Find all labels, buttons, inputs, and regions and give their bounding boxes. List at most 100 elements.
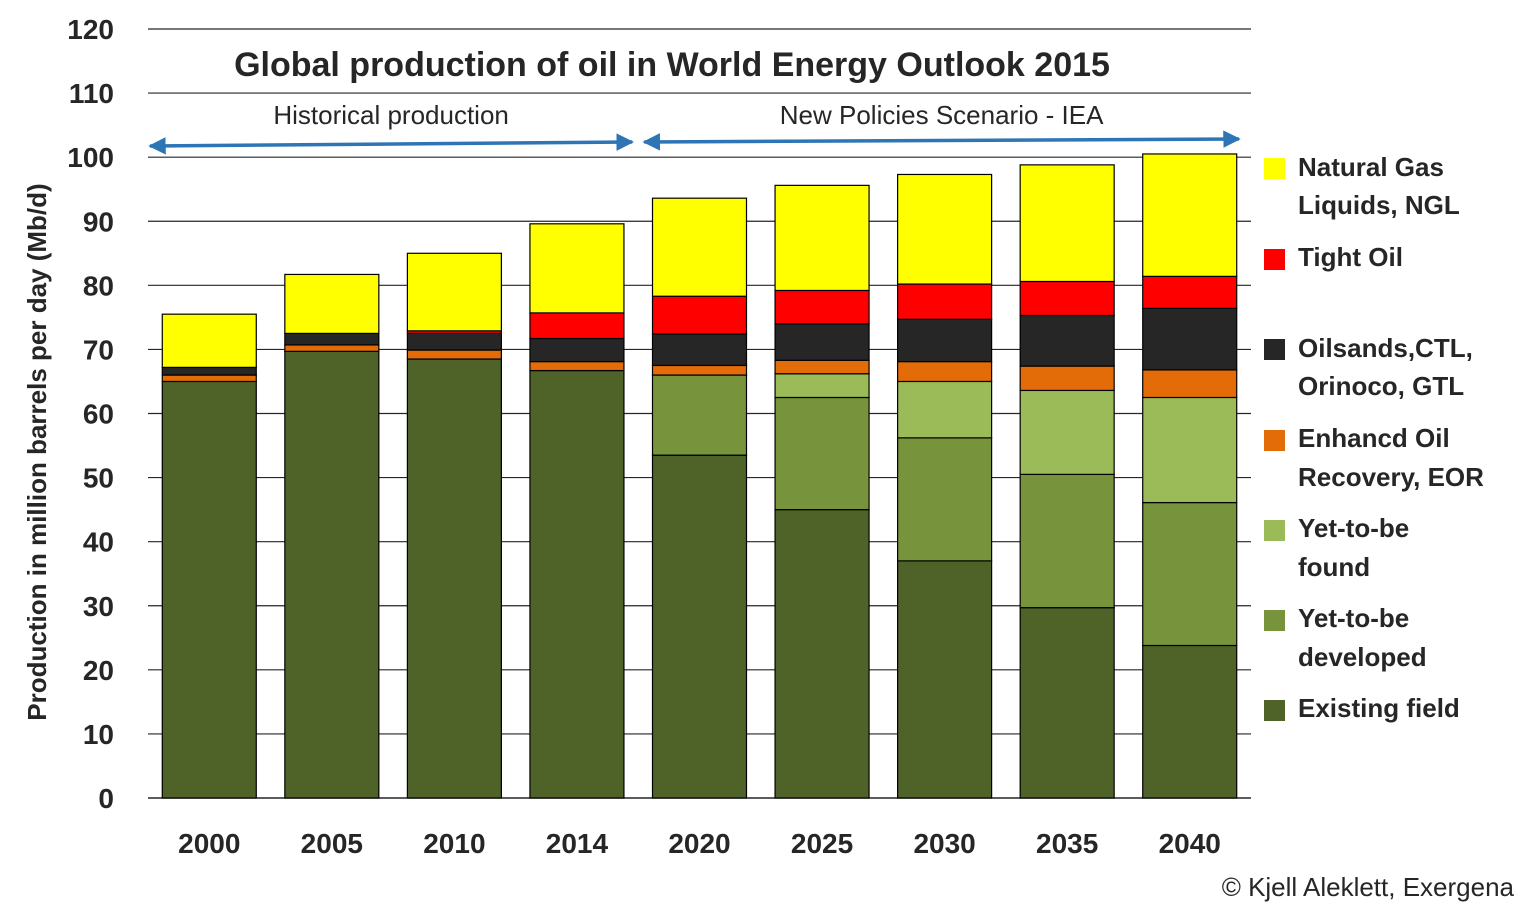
y-tick-label: 110 [69,78,114,109]
bar-segment [1019,164,1115,283]
bar-segment [406,358,502,799]
y-tick-label: 120 [67,14,114,45]
period-label: Historical production [273,100,509,130]
legend-label: Existing field [1298,693,1460,723]
bar-segment [651,454,748,799]
bar-segment [406,252,502,332]
bar-segment [897,437,993,562]
period-arrow [148,133,634,155]
bar-segment [1019,314,1115,367]
x-tick-label: 2000 [178,828,240,859]
bar-segment [1019,473,1115,609]
bar-segment [1142,644,1238,799]
bar-segment [406,332,502,351]
bar-segment [161,366,257,376]
bar-segment [529,360,625,372]
y-tick-label: 70 [83,334,114,365]
y-axis-ticks: 0 10 20 30 40 50 60 70 80 90 100 110 120 [67,14,114,814]
bar-segment [284,350,380,799]
bar-segment [897,283,993,320]
bar-segment [529,223,625,314]
legend-swatch [1264,430,1285,451]
bar-segment [774,184,870,292]
bars [161,153,1238,799]
x-tick-label: 2020 [668,828,730,859]
bar-segment [897,318,993,363]
bar-segment [774,289,870,325]
bar-segment [406,349,502,360]
bar-segment [897,380,993,439]
legend-swatch [1264,249,1285,270]
x-tick-label: 2005 [301,828,363,859]
y-tick-label: 80 [83,270,114,301]
legend-swatch [1264,339,1285,360]
bar-segment [1142,396,1238,504]
legend-swatch [1264,158,1285,179]
legend: Natural Gas Liquids, NGL Tight Oil Oilsands… [1264,152,1484,723]
x-tick-label: 2035 [1036,828,1098,859]
y-axis-label: Production in million barrels per day (M… [22,183,52,720]
x-tick-label: 2010 [423,828,485,859]
bar-segment [651,295,748,335]
bar-segment [897,560,993,799]
bar-segment [774,359,870,375]
legend-swatch [1264,610,1285,631]
y-tick-label: 0 [98,783,114,814]
y-tick-label: 60 [83,399,114,430]
y-tick-label: 40 [83,527,114,558]
legend-swatch [1264,700,1285,721]
bar-segment [774,396,870,511]
period-label: New Policies Scenario - IEA [780,100,1104,130]
bar-segment [651,374,748,456]
legend-label: Natural Gas [1298,152,1444,182]
bar-segment [774,373,870,399]
bar-segment [529,369,625,799]
bar-segment [1019,389,1115,475]
x-tick-label: 2025 [791,828,853,859]
bar-segment [161,374,257,383]
bar-segment [161,380,257,799]
bar-segment [284,344,380,352]
legend-label: Orinoco, GTL [1298,371,1464,401]
x-tick-label: 2040 [1159,828,1221,859]
x-axis-ticks: 2000 2005 2010 2014 2020 2025 2030 2035 2040 [178,828,1221,859]
y-tick-label: 100 [67,142,114,173]
chart-title: Global production of oil in World Energy… [234,46,1110,84]
bar-segment [1019,365,1115,392]
bar-segment [1142,307,1238,371]
period-arrow [642,130,1241,151]
bar-segment [651,333,748,367]
x-tick-label: 2030 [913,828,975,859]
bar-segment [897,173,993,285]
bar-segment [284,273,380,334]
legend-swatch [1264,520,1285,541]
bar-segment [529,337,625,363]
bar-segment [897,360,993,383]
x-tick-label: 2014 [546,828,609,859]
y-tick-label: 90 [83,206,114,237]
bar-segment [774,509,870,799]
period-annotations: Historical production New Policies Scenar… [148,100,1241,155]
legend-label: found [1298,552,1370,582]
credit-text: © Kjell Aleklett, Exergena [1222,872,1515,902]
bar-segment [651,364,748,376]
bar-segment [774,323,870,361]
legend-label: Oilsands,CTL, [1298,333,1473,363]
legend-label: Liquids, NGL [1298,190,1460,220]
legend-label: Yet-to-be [1298,513,1409,543]
y-tick-label: 10 [83,719,114,750]
legend-label: Enhancd Oil [1298,423,1450,453]
legend-label: Yet-to-be [1298,603,1409,633]
bar-segment [529,312,625,340]
bar-segment [1019,607,1115,799]
y-tick-label: 50 [83,463,114,494]
bar-segment [1019,280,1115,317]
legend-label: Tight Oil [1298,242,1403,272]
y-tick-label: 20 [83,655,114,686]
bar-segment [284,332,380,346]
legend-label: developed [1298,642,1427,672]
bar-segment [1142,501,1238,647]
legend-label: Recovery, EOR [1298,462,1484,492]
bar-segment [161,313,257,368]
